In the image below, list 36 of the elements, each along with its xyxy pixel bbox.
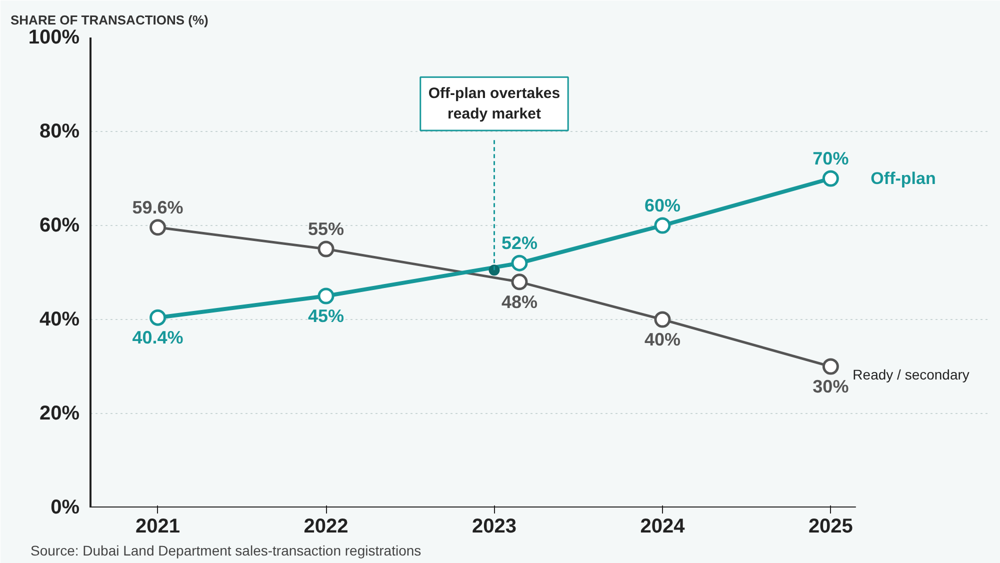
x-tick-label: 2025 bbox=[808, 516, 853, 538]
point bbox=[654, 217, 671, 234]
x-tick-label: 2024 bbox=[640, 516, 686, 538]
data-label: 52% bbox=[501, 233, 538, 254]
x-tick-label: 2023 bbox=[472, 516, 516, 538]
point bbox=[150, 309, 166, 326]
data-label: 60% bbox=[644, 196, 680, 216]
annotation: Off-plan overtakes ready market bbox=[428, 85, 560, 123]
data-label: 40% bbox=[644, 330, 680, 350]
series-label: Ready / secondary bbox=[852, 366, 970, 382]
y-tick-label: 20% bbox=[39, 402, 80, 424]
data-label: 30% bbox=[812, 376, 849, 396]
point bbox=[318, 240, 334, 258]
point bbox=[654, 311, 671, 328]
y-tick-label: 0% bbox=[50, 496, 80, 518]
y-tick-label: 100% bbox=[28, 26, 80, 48]
data-label: 70% bbox=[812, 148, 849, 168]
data-label: 59.6% bbox=[132, 197, 184, 218]
y-axis-title: SHARE OF TRANSACTIONS (%) bbox=[10, 12, 208, 28]
data-label: 45% bbox=[308, 306, 344, 326]
source-note: Source: Dubai Land Department sales-transaction registrations bbox=[30, 542, 422, 558]
y-tick-label: 60% bbox=[39, 214, 80, 236]
x-tick-label: 2022 bbox=[304, 516, 348, 538]
point bbox=[318, 288, 334, 304]
x-tick-label: 2021 bbox=[136, 516, 180, 538]
point bbox=[150, 219, 166, 236]
point bbox=[511, 254, 528, 272]
point bbox=[822, 358, 839, 375]
data-label: 55% bbox=[308, 219, 344, 239]
series-label: Off-plan bbox=[870, 169, 936, 188]
y-tick-label: 80% bbox=[39, 120, 80, 142]
data-label: 48% bbox=[501, 292, 538, 312]
point bbox=[511, 274, 528, 290]
data-label: 40.4% bbox=[132, 328, 184, 348]
y-tick-label: 40% bbox=[39, 308, 80, 330]
point bbox=[822, 170, 839, 187]
